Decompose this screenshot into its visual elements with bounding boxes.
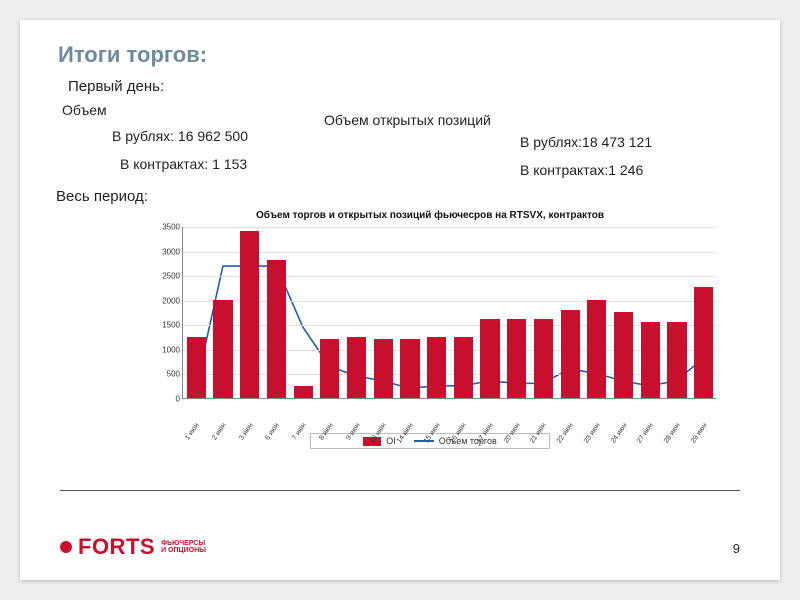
x-tick: 22 июн: [556, 422, 575, 445]
x-tick: 29 июн: [690, 422, 709, 445]
x-tick: 27 июн: [636, 422, 655, 445]
bar: [480, 319, 499, 398]
logo-sub-2: И ОПЦИОНЫ: [161, 547, 206, 554]
volume-label: Объем: [62, 102, 107, 118]
bar: [347, 337, 366, 398]
y-tick: 500: [140, 370, 180, 379]
bar: [454, 337, 473, 398]
first-day-label: Первый день:: [68, 78, 164, 95]
bar: [534, 319, 553, 398]
legend-bar-label: OI: [386, 436, 396, 446]
plot-area: [182, 227, 716, 399]
chart: Объем торгов и открытых позиций фьючесро…: [140, 210, 720, 470]
bar: [213, 300, 232, 398]
open-contracts: В контрактах:1 246: [520, 162, 643, 178]
line-series: [183, 227, 716, 398]
y-tick: 3000: [140, 247, 180, 256]
x-tick: 3 июн: [238, 422, 255, 441]
logo: FORTS ФЬЮЧЕРСЫ И ОПЦИОНЫ: [60, 534, 206, 560]
bar: [267, 260, 286, 398]
page-number: 9: [733, 541, 740, 556]
bar: [587, 300, 606, 398]
separator-line: [60, 490, 740, 491]
x-tick: 24 июн: [609, 422, 628, 445]
y-tick: 1000: [140, 345, 180, 354]
y-tick: 3500: [140, 223, 180, 232]
bar: [240, 231, 259, 398]
y-tick: 1500: [140, 321, 180, 330]
x-tick: 6 июн: [265, 422, 282, 441]
period-label: Весь период:: [56, 188, 148, 205]
logo-sub-1: ФЬЮЧЕРСЫ: [161, 540, 206, 547]
logo-dot-icon: [60, 541, 72, 553]
bar: [614, 312, 633, 398]
line-swatch-icon: [414, 440, 434, 442]
page-title: Итоги торгов:: [58, 42, 207, 68]
x-tick: 7 июн: [291, 422, 308, 441]
plot-wrap: 0500100015002000250030003500 1 июн2 июн3…: [140, 227, 720, 427]
open-positions-label: Объем открытых позиций: [324, 112, 491, 128]
bar: [507, 319, 526, 398]
chart-title: Объем торгов и открытых позиций фьючесро…: [140, 210, 720, 221]
open-rub: В рублях:18 473 121: [520, 134, 652, 150]
bar: [667, 322, 686, 398]
bar: [641, 322, 660, 398]
slide: Итоги торгов: Первый день: Объем Объем о…: [20, 20, 780, 580]
bar: [427, 337, 446, 398]
bar: [187, 337, 206, 398]
y-tick: 0: [140, 395, 180, 404]
y-tick: 2500: [140, 272, 180, 281]
x-tick: 28 июн: [663, 422, 682, 445]
bar: [320, 339, 339, 398]
volume-rub: В рублях: 16 962 500: [112, 128, 248, 144]
volume-contracts: В контрактах: 1 153: [120, 156, 247, 172]
y-tick: 2000: [140, 296, 180, 305]
bar: [400, 339, 419, 398]
bar: [374, 339, 393, 398]
logo-subtitle: ФЬЮЧЕРСЫ И ОПЦИОНЫ: [161, 540, 206, 555]
x-tick: 23 июн: [583, 422, 602, 445]
x-tick: 2 июн: [211, 422, 228, 441]
legend-line-label: Объем торгов: [439, 436, 497, 446]
logo-text: FORTS: [78, 534, 155, 560]
bar: [561, 310, 580, 398]
x-tick: 1 июн: [185, 422, 202, 441]
bar: [694, 287, 713, 398]
bar: [294, 386, 313, 398]
